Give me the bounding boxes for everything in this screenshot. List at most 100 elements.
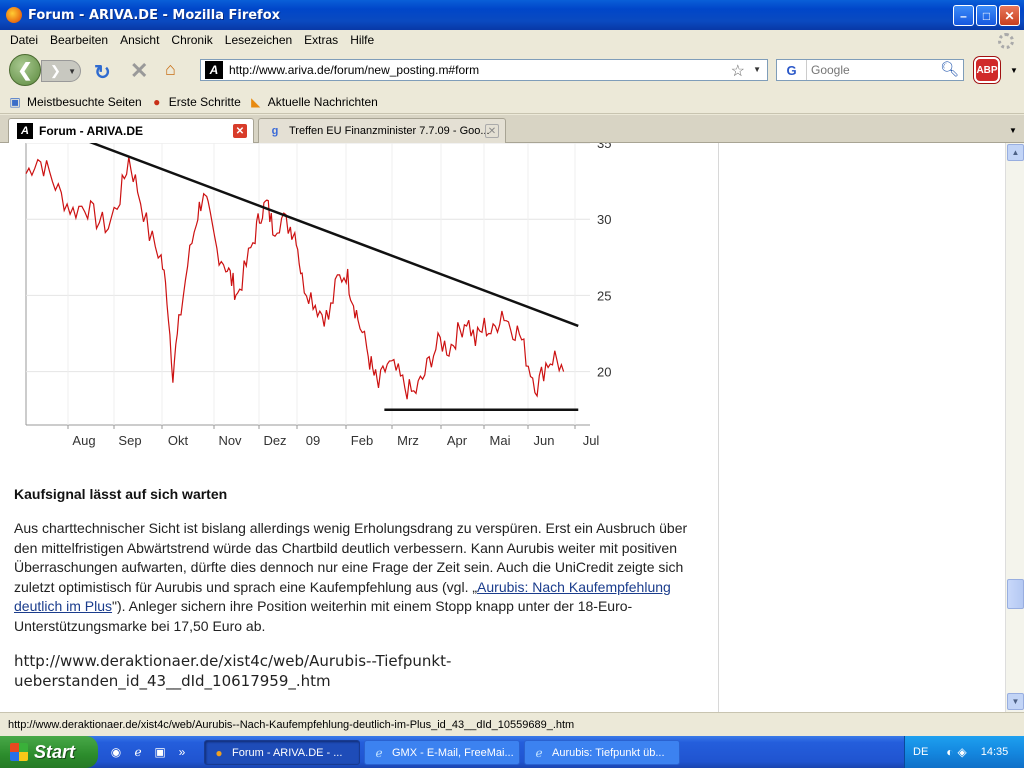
menu-ansicht[interactable]: Ansicht <box>120 33 160 47</box>
x-tick-label: Sep <box>118 433 141 448</box>
history-dropdown-icon[interactable]: ▼ <box>68 66 76 76</box>
close-tab-icon[interactable]: ✕ <box>485 124 499 138</box>
article-heading: Kaufsignal lässt auf sich warten <box>14 486 228 502</box>
system-tray: DE ◐ ◈ 14:35 <box>904 736 1024 768</box>
paragraph-text-2: "). Anleger sichern ihre Position weiter… <box>14 598 633 634</box>
status-text: http://www.deraktionaer.de/xist4c/web/Au… <box>8 718 575 731</box>
firefox-icon: ● <box>153 94 161 109</box>
menu-chronik[interactable]: Chronik <box>171 33 213 47</box>
aurubis-link[interactable]: Aurubis: Nach Kaufempfehlung deutlich im… <box>14 578 671 615</box>
vertical-scrollbar[interactable]: ▲ ▼ <box>1005 143 1024 712</box>
y-tick-label: 30 <box>597 212 611 227</box>
adblock-dropdown-icon[interactable]: ▼ <box>1010 66 1018 75</box>
reload-icon: ↻ <box>94 62 111 84</box>
task-forum-ariva[interactable]: ● Forum - ARIVA.DE - ... <box>204 740 360 765</box>
close-button[interactable]: ✕ <box>999 5 1020 26</box>
more-quicklaunch-icon[interactable]: » <box>178 745 186 759</box>
task-label: Aurubis: Tiefpunkt üb... <box>552 746 665 759</box>
tab-strip: A Forum - ARIVA.DE ✕ g Treffen EU Finanz… <box>0 115 1024 143</box>
firefox-icon: ● <box>215 745 223 760</box>
page-content: 20 25 30 35 Aug Sep Okt Nov Dez 09 Feb Mrz Apr Mai Ju… <box>0 143 1005 712</box>
back-button[interactable]: ❮ <box>9 54 41 86</box>
chart-grid <box>25 143 590 429</box>
x-tick-label: Jul <box>583 433 600 448</box>
media-quicklaunch-icon[interactable]: ▣ <box>154 745 166 759</box>
downtrend-line <box>89 143 579 328</box>
menu-extras[interactable]: Extras <box>304 33 339 47</box>
task-label: GMX - E-Mail, FreeMai... <box>392 746 514 759</box>
arrow-left-icon: ❮ <box>17 59 33 80</box>
bookmark-star-icon[interactable]: ☆ <box>730 63 745 80</box>
taskbar: Start ◉ ℯ ▣ » ● Forum - ARIVA.DE - ... ℯ… <box>0 736 1024 768</box>
quick-launch: ◉ ℯ ▣ » <box>108 744 190 760</box>
language-indicator[interactable]: DE <box>913 746 929 758</box>
y-tick-label: 25 <box>597 288 611 303</box>
search-icon[interactable]: 🔍︎ <box>939 61 959 78</box>
minimize-button[interactable]: – <box>953 5 974 26</box>
task-aurubis[interactable]: ℯ Aurubis: Tiefpunkt üb... <box>524 740 680 765</box>
tab-list-dropdown-icon[interactable]: ▼ <box>1009 125 1017 135</box>
bookmark-meistbesuchte-seiten[interactable]: ▣ Meistbesuchte Seiten <box>8 94 142 109</box>
search-input[interactable] <box>807 63 937 77</box>
url-bar[interactable]: A ☆ ▼ <box>200 59 768 81</box>
bookmark-erste-schritte[interactable]: ● Erste Schritte <box>150 95 241 109</box>
adblock-icon: ABP <box>976 64 998 76</box>
google-engine-icon[interactable]: G <box>777 60 807 80</box>
x-tick-label: 09 <box>306 433 320 448</box>
tab-label: Forum - ARIVA.DE <box>39 124 143 138</box>
menu-bar: Datei Bearbeiten Ansicht Chronik Lesezei… <box>0 30 1024 50</box>
folder-icon: ▣ <box>9 94 21 109</box>
price-series <box>25 156 565 400</box>
stop-button[interactable]: ✕ <box>130 58 148 84</box>
tab-treffen-eu[interactable]: g Treffen EU Finanzminister 7.7.09 - Goo… <box>258 118 506 143</box>
bookmark-label: Erste Schritte <box>168 94 241 109</box>
scroll-down-button[interactable]: ▼ <box>1007 693 1024 710</box>
menu-lesezeichen[interactable]: Lesezeichen <box>224 33 293 47</box>
maximize-button[interactable]: □ <box>976 5 997 26</box>
window-controls: – □ ✕ <box>953 5 1020 26</box>
title-bar: Forum - ARIVA.DE - Mozilla Firefox – □ ✕ <box>0 0 1024 30</box>
x-axis-ticks: Aug Sep Okt Nov Dez 09 Feb Mrz Apr Mai Jun Jul <box>72 433 599 448</box>
reload-button[interactable]: ↻ <box>94 60 111 85</box>
scroll-thumb[interactable] <box>1007 579 1024 609</box>
ariva-favicon-icon: A <box>17 123 33 139</box>
task-gmx[interactable]: ℯ GMX - E-Mail, FreeMai... <box>364 740 520 765</box>
start-button[interactable]: Start <box>0 736 98 768</box>
x-tick-label: Feb <box>351 433 373 448</box>
url-dropdown-icon[interactable]: ▼ <box>753 65 761 74</box>
home-button[interactable]: ⌂ <box>165 59 176 80</box>
rss-icon: ◣ <box>251 94 261 109</box>
firefox-quicklaunch-icon[interactable]: ◉ <box>110 745 122 759</box>
x-tick-label: Mai <box>490 433 511 448</box>
search-bar[interactable]: G 🔍︎ <box>776 59 964 81</box>
clock: 14:35 <box>980 746 1009 758</box>
close-tab-icon[interactable]: ✕ <box>233 124 247 138</box>
scroll-up-button[interactable]: ▲ <box>1007 144 1024 161</box>
x-tick-label: Nov <box>218 433 242 448</box>
bookmark-label: Meistbesuchte Seiten <box>27 94 142 109</box>
navigation-toolbar: ❮ ❯▼ ↻ ✕ ⌂ A ☆ ▼ G 🔍︎ ABP ▼ <box>0 50 1024 90</box>
menu-hilfe[interactable]: Hilfe <box>350 33 375 47</box>
bookmark-aktuelle-nachrichten[interactable]: ◣ Aktuelle Nachrichten <box>249 95 378 109</box>
forward-button[interactable]: ❯ ▼ <box>41 60 81 82</box>
chart-annotations <box>89 143 579 412</box>
throbber-icon <box>998 33 1014 49</box>
ie-quicklaunch-icon[interactable]: ℯ <box>134 745 142 759</box>
bookmarks-toolbar: ▣ Meistbesuchte Seiten ● Erste Schritte … <box>0 90 1024 114</box>
firefox-icon[interactable] <box>6 7 22 23</box>
tab-label: Treffen EU Finanzminister 7.7.09 - Goo..… <box>289 125 490 137</box>
arrow-right-icon: ❯ <box>50 63 61 78</box>
status-bar: http://www.deraktionaer.de/xist4c/web/Au… <box>0 712 1024 736</box>
y-axis-ticks: 20 25 30 35 <box>597 143 611 380</box>
menu-datei[interactable]: Datei <box>10 33 39 47</box>
network-icon[interactable]: ◐ <box>946 745 954 759</box>
menu-bearbeiten[interactable]: Bearbeiten <box>50 33 109 47</box>
adblock-plus-button[interactable]: ABP <box>974 57 1000 83</box>
start-label: Start <box>34 741 76 762</box>
tab-forum-ariva[interactable]: A Forum - ARIVA.DE ✕ <box>8 118 254 143</box>
security-icon[interactable]: ◈ <box>957 745 967 759</box>
url-input[interactable] <box>229 63 719 77</box>
task-label: Forum - ARIVA.DE - ... <box>232 746 343 759</box>
x-tick-label: Okt <box>168 433 189 448</box>
bookmark-label: Aktuelle Nachrichten <box>267 94 378 109</box>
